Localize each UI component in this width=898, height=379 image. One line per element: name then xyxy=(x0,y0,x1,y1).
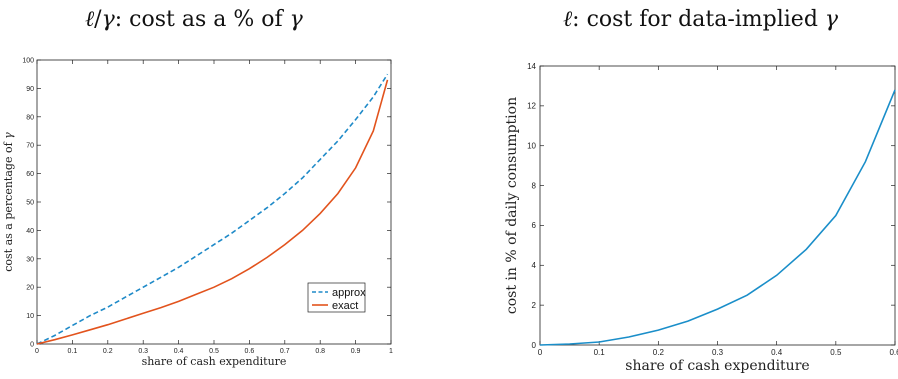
y-axis-label-part: cost as a percentage of xyxy=(2,139,15,272)
y-axis-label-part: γ xyxy=(2,132,15,139)
x-tick-label: 0.1 xyxy=(68,348,78,355)
y-tick-label: 4 xyxy=(532,261,537,270)
x-tick-label: 0.5 xyxy=(830,348,842,357)
y-tick-label: 50 xyxy=(26,199,34,206)
x-tick-label: 0.7 xyxy=(280,348,290,355)
chart-right: 0 0.1 0.2 0.3 0.4 0.5 0.6 0 2 4 6 8 10 12 14 share of c… xyxy=(504,62,898,374)
y-tick-label: 20 xyxy=(26,285,34,292)
x-axis-label: share of cash expenditure xyxy=(142,355,287,368)
x-tick-label: 0 xyxy=(538,348,543,357)
y-tick-label: 90 xyxy=(26,86,34,93)
x-tick-label: 0.9 xyxy=(351,348,361,355)
y-tick-label: 30 xyxy=(26,256,34,263)
y-axis-label: cost in % of daily consumption xyxy=(504,97,520,314)
x-tick-label: 0.2 xyxy=(103,348,113,355)
legend-label-approx: approx xyxy=(332,287,366,299)
x-tick-label: 0.3 xyxy=(712,348,724,357)
y-tick-label: 40 xyxy=(26,228,34,235)
x-tick-label: 0.4 xyxy=(771,348,783,357)
x-tick-label: 0.6 xyxy=(245,348,255,355)
y-tick-label: 2 xyxy=(532,301,537,310)
series-line-approx xyxy=(36,73,389,345)
x-tick-label: 0.8 xyxy=(315,348,325,355)
x-axis-label: share of cash expenditure xyxy=(625,358,809,374)
y-tick-label: 14 xyxy=(527,62,536,71)
chart-left: 0 0.1 0.2 0.3 0.4 0.5 0.6 0.7 0.8 0.9 101020304050… xyxy=(2,57,393,368)
y-tick-label: 6 xyxy=(532,221,537,230)
y-tick-label: 80 xyxy=(26,114,34,121)
y-tick-label: 100 xyxy=(22,57,34,64)
chart-title-right: ℓ: cost for data-implied γ xyxy=(563,7,839,32)
y-tick-label: 8 xyxy=(532,181,537,190)
y-tick-label: 10 xyxy=(26,313,34,320)
series-line-exact xyxy=(36,79,389,345)
y-tick-label: 0 xyxy=(30,341,34,348)
y-tick-label: 60 xyxy=(26,171,34,178)
series-line-series-0 xyxy=(539,89,896,346)
chart-title-left: ℓ/γ: cost as a % of γ xyxy=(85,7,303,32)
x-tick-label: 0.6 xyxy=(889,348,898,357)
legend-box xyxy=(307,282,366,313)
legend-label-exact: exact xyxy=(332,300,358,312)
y-axis-label: cost as a percentage of γ xyxy=(2,132,15,272)
x-tick-label: 0 xyxy=(35,348,39,355)
x-tick-label: 1 xyxy=(389,348,393,355)
y-tick-label: 0 xyxy=(532,341,537,350)
y-tick-label: 10 xyxy=(527,142,536,151)
x-tick-label: 0.5 xyxy=(209,348,219,355)
y-tick-label: 12 xyxy=(527,102,536,111)
x-tick-label: 0.3 xyxy=(138,348,148,355)
x-tick-label: 0.4 xyxy=(174,348,184,355)
y-tick-label: 70 xyxy=(26,143,34,150)
x-tick-label: 0.1 xyxy=(594,348,606,357)
x-tick-label: 0.2 xyxy=(653,348,665,357)
